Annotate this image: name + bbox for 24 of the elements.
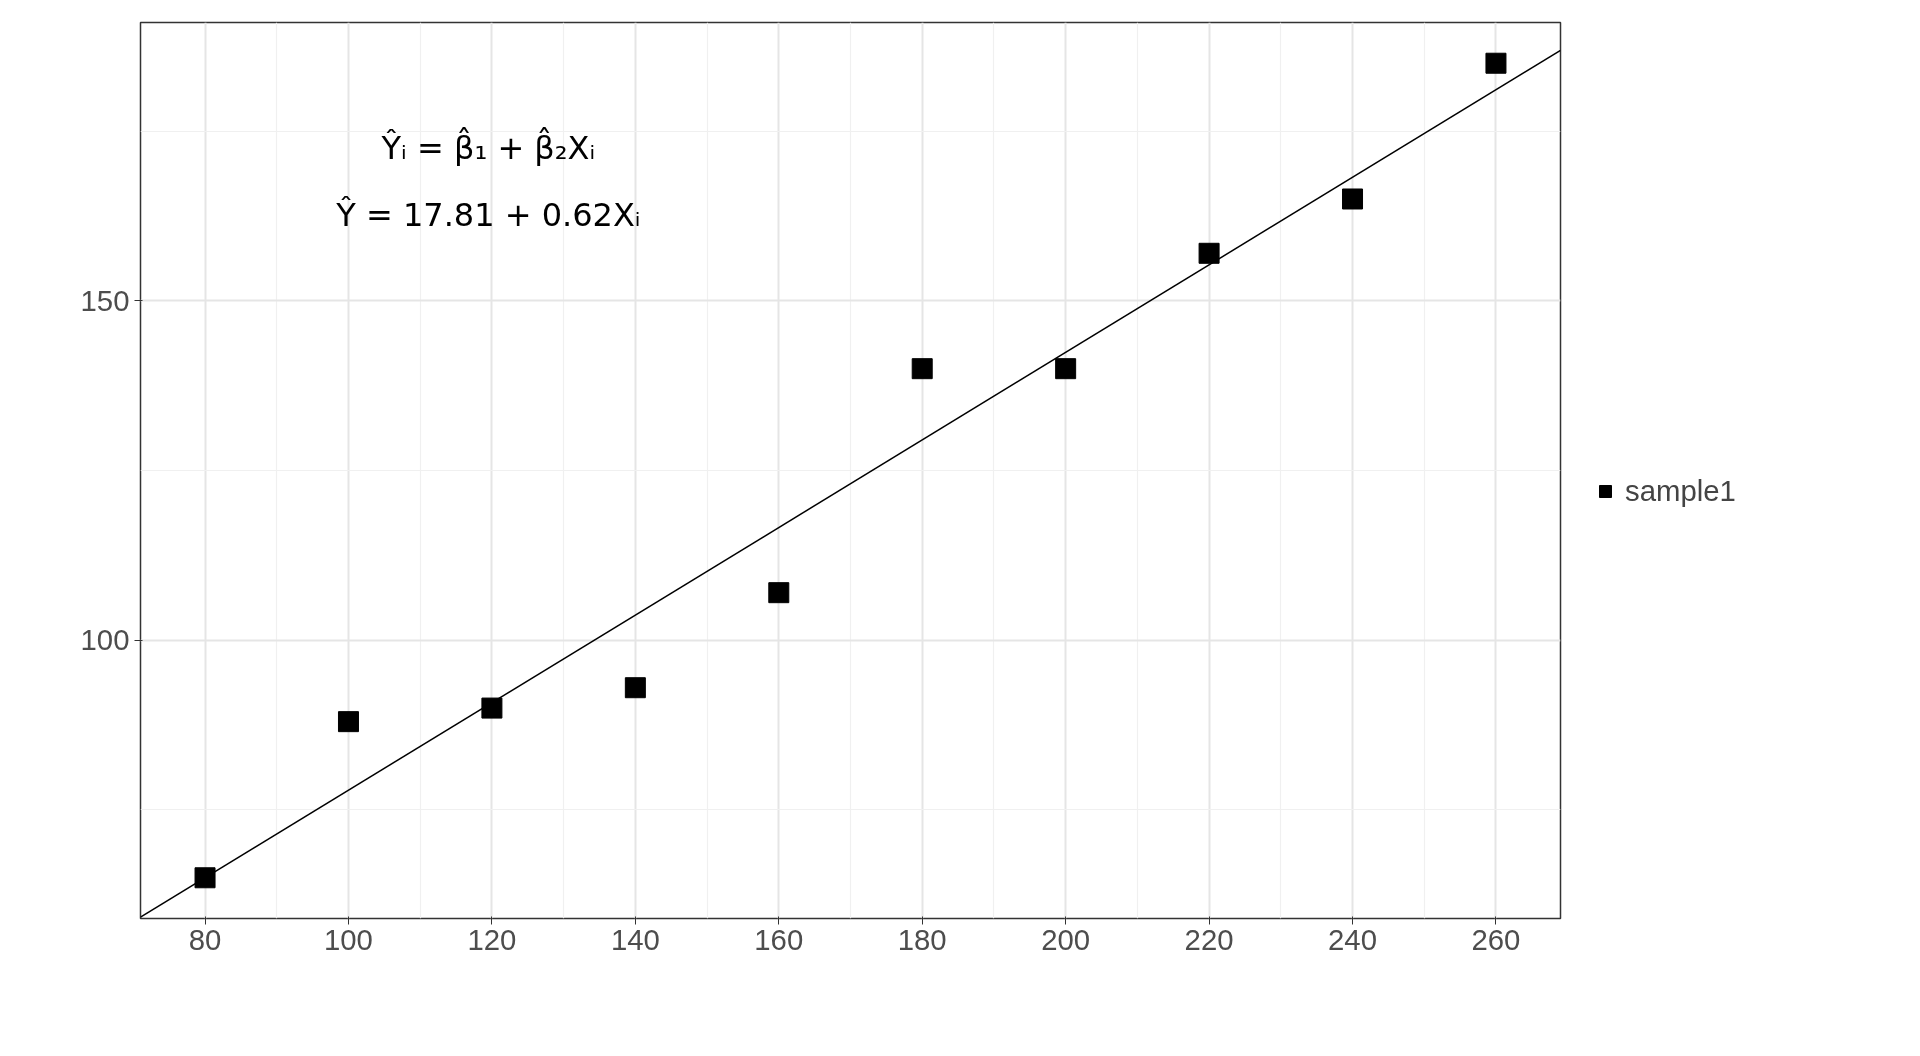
- point: [1342, 188, 1364, 210]
- point: [1055, 358, 1077, 380]
- x-tick-label: 160: [754, 922, 804, 956]
- x-tick-label: 200: [1041, 922, 1091, 956]
- annotation: Ŷ = 17.81 + 0.62Xᵢ: [335, 196, 641, 235]
- point: [1485, 52, 1507, 74]
- point: [337, 711, 359, 733]
- point: [911, 358, 933, 380]
- x-tick-label: 180: [897, 922, 947, 956]
- point: [481, 697, 503, 719]
- x-tick-label: 260: [1471, 922, 1521, 956]
- x-tick-label: 120: [467, 922, 517, 956]
- point: [1198, 242, 1220, 264]
- x-tick-label: 240: [1328, 922, 1377, 956]
- y-tick-label: 150: [80, 283, 130, 317]
- point: [768, 582, 790, 604]
- x-tick-label: 220: [1184, 922, 1234, 956]
- annotation: Ŷᵢ = β̂₁ + β̂₂Xᵢ: [380, 127, 596, 167]
- legend-label: sample1: [1625, 474, 1736, 508]
- x-tick-label: 80: [188, 922, 222, 956]
- point: [624, 677, 646, 699]
- x-tick-label: 140: [610, 922, 660, 956]
- point: [194, 867, 216, 889]
- x-tick-label: 100: [324, 922, 373, 956]
